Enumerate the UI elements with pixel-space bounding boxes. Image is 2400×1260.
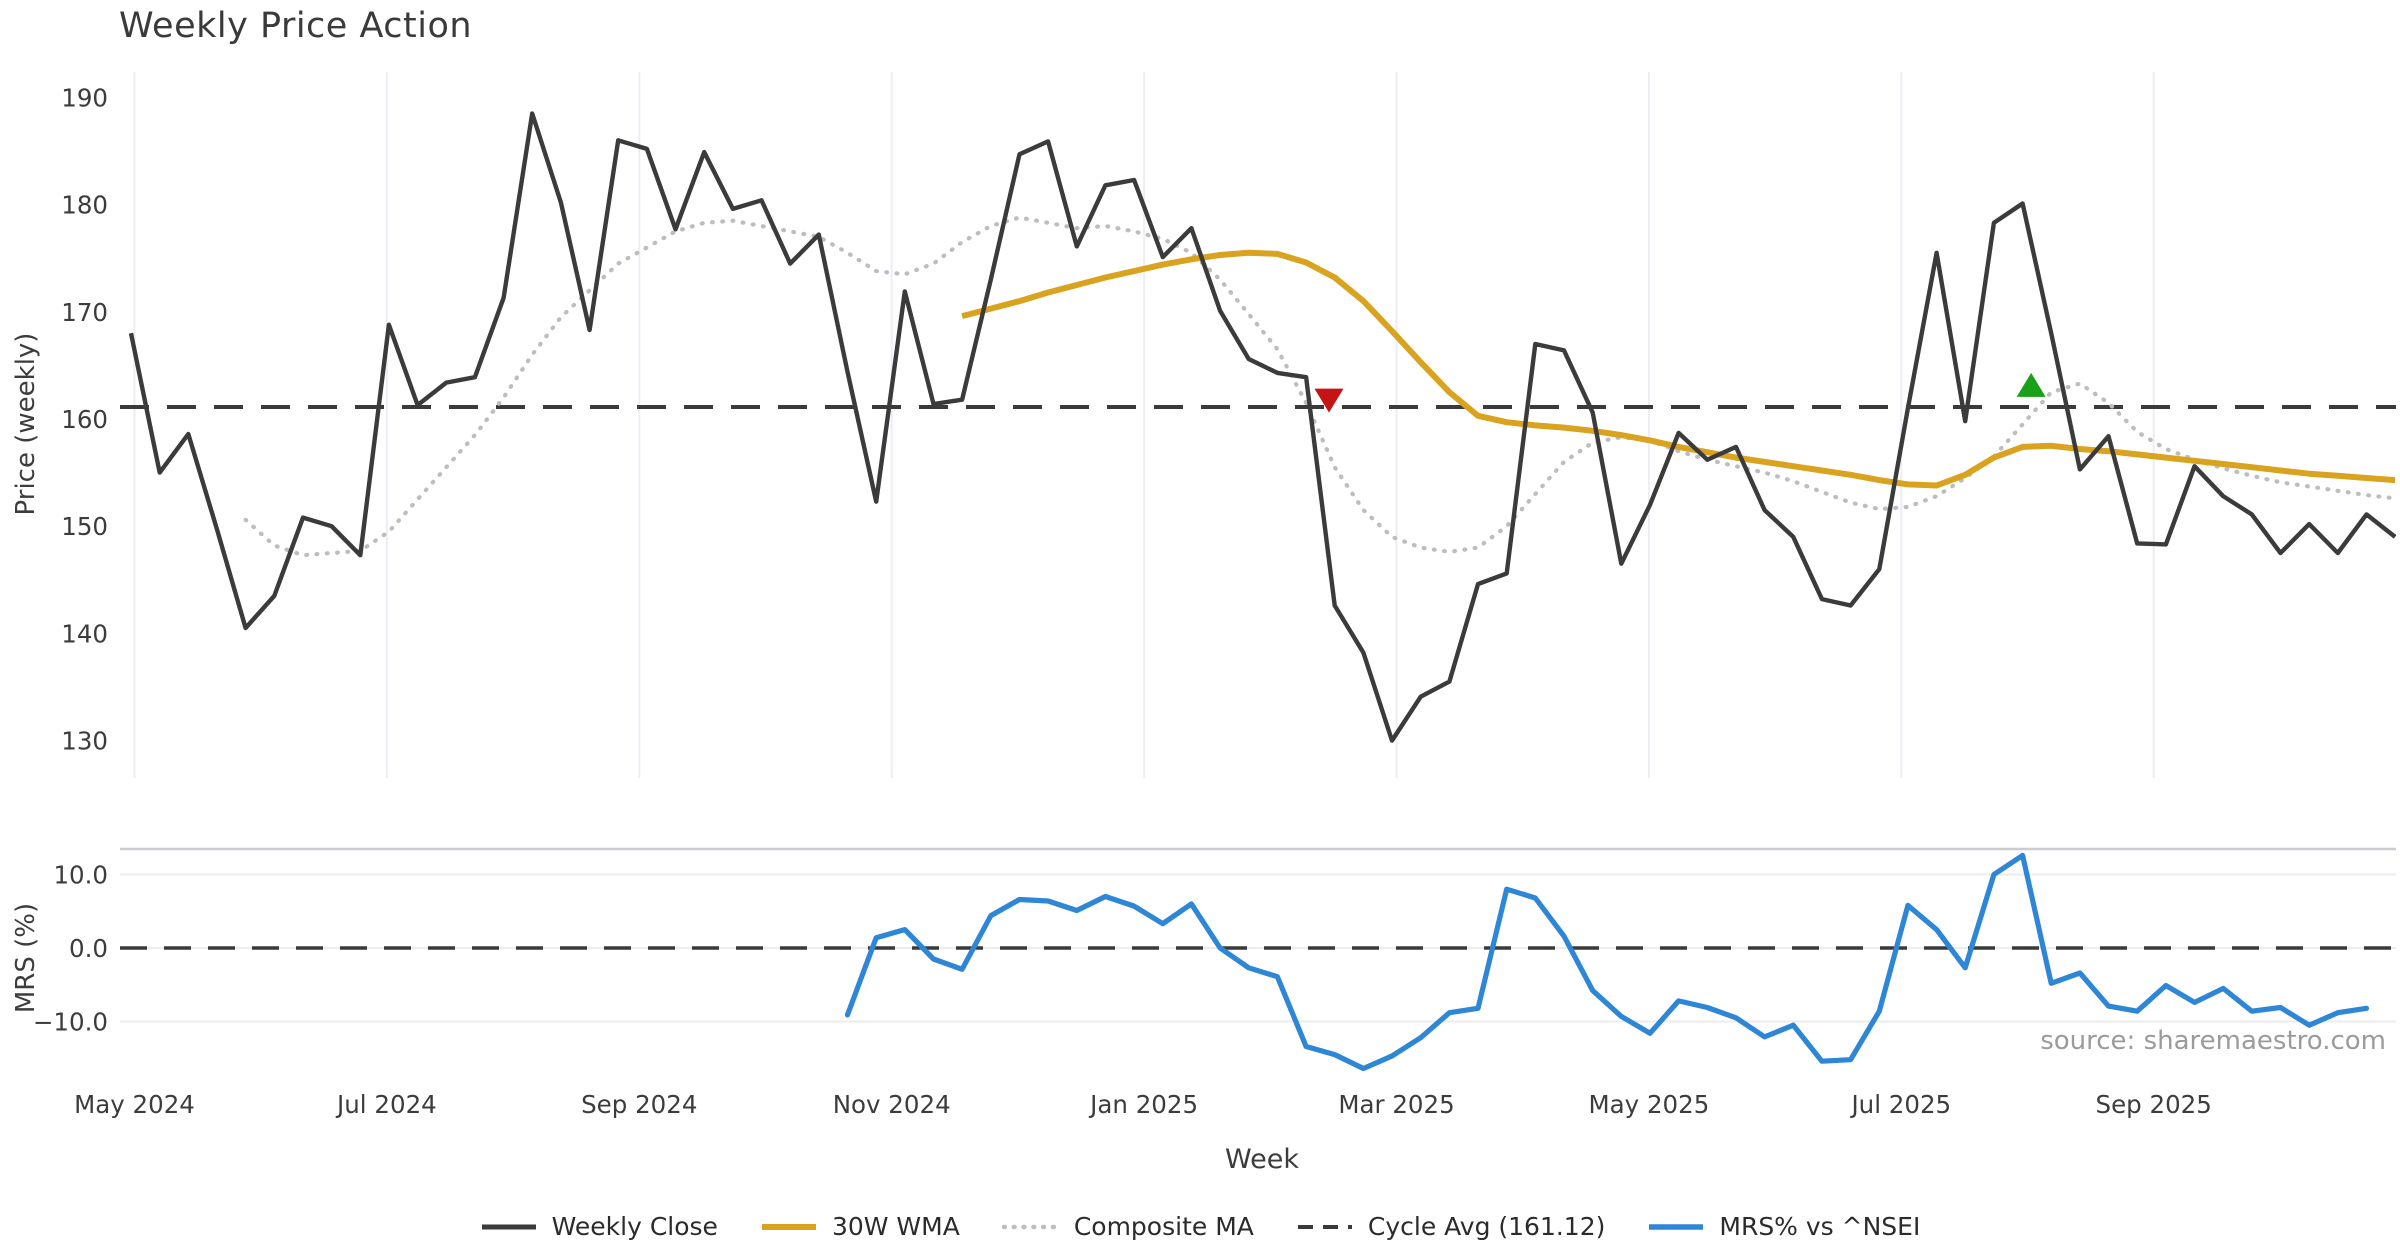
mrs-panel — [120, 847, 2396, 1072]
weekly-close-line-swatch-icon — [481, 1224, 536, 1229]
svg-text:130: 130 — [61, 727, 108, 756]
legend-item-composite-ma: Composite MA — [1001, 1212, 1254, 1241]
svg-text:Sep 2025: Sep 2025 — [2096, 1090, 2212, 1119]
svg-text:Nov 2024: Nov 2024 — [833, 1090, 951, 1119]
wma-line-swatch-icon — [761, 1223, 816, 1230]
svg-text:Mar 2025: Mar 2025 — [1338, 1090, 1454, 1119]
legend-label: 30W WMA — [831, 1212, 960, 1241]
x-axis-label: Week — [1225, 1144, 1299, 1175]
axis-tick-labels: May 2024 Jul 2024 Sep 2024 Nov 2024 Jan 2025… — [33, 83, 2212, 1119]
legend-item-mrs: MRS% vs ^NSEI — [1647, 1212, 1920, 1241]
price-y-axis-label: Price (weekly) — [11, 333, 41, 516]
svg-text:Jul 2025: Jul 2025 — [1849, 1090, 1951, 1119]
chart-title: Weekly Price Action — [119, 6, 473, 46]
mrs-y-axis-label: MRS (%) — [11, 903, 41, 1013]
svg-text:170: 170 — [61, 298, 108, 327]
svg-text:180: 180 — [61, 191, 108, 220]
mrs-line-swatch-icon — [1649, 1223, 1704, 1230]
legend-item-30w-wma: 30W WMA — [760, 1212, 960, 1241]
svg-text:−10.0: −10.0 — [33, 1008, 108, 1037]
legend-item-cycle-avg: Cycle Avg (161.12) — [1296, 1212, 1606, 1241]
gridlines — [133, 72, 2155, 778]
legend-label: Weekly Close — [551, 1212, 718, 1241]
svg-text:Jan 2025: Jan 2025 — [1088, 1090, 1198, 1119]
source-attribution: source: sharemaestro.com — [2040, 1026, 2386, 1056]
svg-text:160: 160 — [61, 405, 108, 434]
svg-text:May 2025: May 2025 — [1589, 1090, 1710, 1119]
svg-text:0.0: 0.0 — [69, 934, 108, 963]
legend-item-weekly-close: Weekly Close — [480, 1212, 718, 1241]
svg-text:Sep 2024: Sep 2024 — [581, 1090, 697, 1119]
svg-text:190: 190 — [61, 83, 108, 112]
cycle-avg-dashed-swatch-icon — [1297, 1224, 1352, 1229]
legend: Weekly Close 30W WMA Composite MA Cycle … — [0, 1212, 2400, 1241]
price-panel — [120, 111, 2398, 743]
svg-text:140: 140 — [61, 619, 108, 648]
legend-label: Cycle Avg (161.12) — [1367, 1212, 1606, 1241]
svg-text:Jul 2024: Jul 2024 — [335, 1090, 437, 1119]
composite-ma-dotted-swatch-icon — [1001, 1224, 1060, 1229]
svg-text:150: 150 — [61, 512, 108, 541]
svg-text:May 2024: May 2024 — [74, 1090, 195, 1119]
legend-label: Composite MA — [1073, 1212, 1254, 1241]
signal-markers — [1314, 372, 2046, 413]
legend-label: MRS% vs ^NSEI — [1719, 1212, 1921, 1241]
svg-text:10.0: 10.0 — [53, 861, 108, 890]
